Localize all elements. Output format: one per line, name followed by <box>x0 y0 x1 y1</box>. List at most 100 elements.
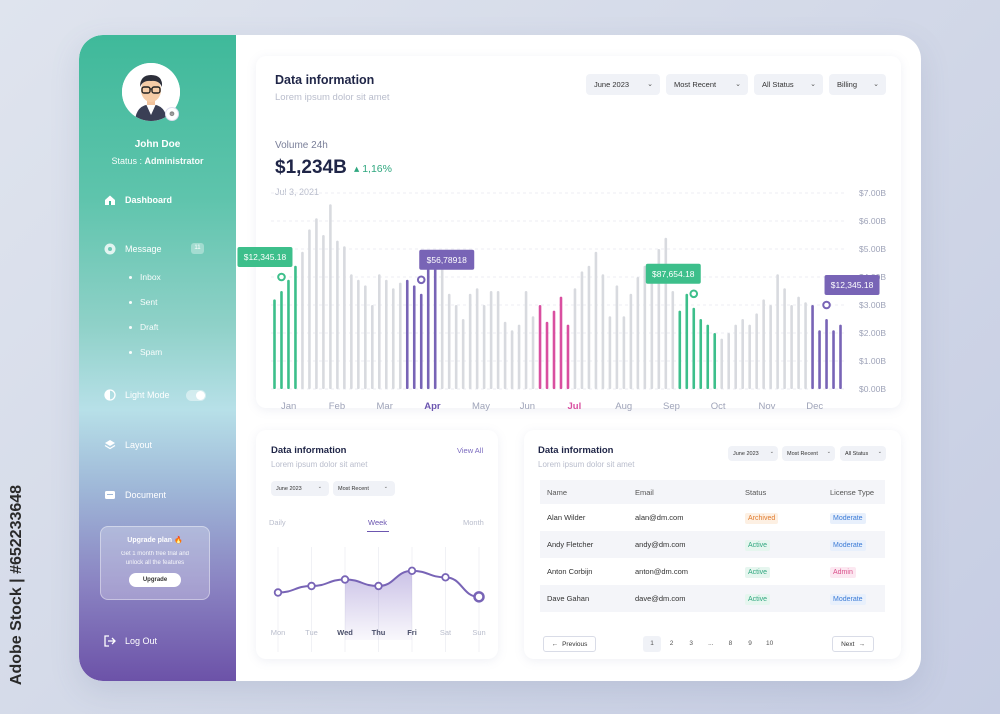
chart-bar[interactable] <box>622 316 626 389</box>
chart-bar[interactable] <box>287 279 290 389</box>
column-header-email[interactable]: Email <box>628 480 738 504</box>
chart-bar[interactable] <box>538 305 542 389</box>
month-filter-dropdown[interactable]: June 2023 ⌄ <box>271 481 329 496</box>
chart-bar[interactable] <box>839 324 842 389</box>
chart-bar[interactable] <box>755 313 758 389</box>
chart-bar[interactable] <box>608 316 612 389</box>
chart-bar[interactable] <box>573 288 577 389</box>
chart-bar[interactable] <box>685 293 689 389</box>
column-header-name[interactable]: Name <box>540 480 628 504</box>
chart-bar[interactable] <box>818 330 821 389</box>
chart-bar[interactable] <box>405 279 409 389</box>
chart-bar[interactable] <box>629 293 633 389</box>
chart-bar[interactable] <box>336 240 339 389</box>
chart-bar[interactable] <box>587 265 591 389</box>
sort-filter-dropdown[interactable]: Most Recent ⌄ <box>333 481 395 496</box>
chart-bar[interactable] <box>615 285 619 389</box>
tab-daily[interactable]: Daily <box>269 518 286 527</box>
chart-bar[interactable] <box>720 338 724 389</box>
chart-bar[interactable] <box>545 321 549 389</box>
chart-bar[interactable] <box>664 237 668 389</box>
sidebar-subitem-sent[interactable]: Sent <box>129 297 158 307</box>
chart-bar[interactable] <box>510 330 514 389</box>
sort-filter-dropdown[interactable]: Most Recent ⌄ <box>666 74 748 95</box>
chart-bar[interactable] <box>650 277 654 389</box>
chart-bar[interactable] <box>594 251 598 389</box>
table-row[interactable]: Andy Fletcher andy@dm.com Active Moderate <box>540 531 885 558</box>
column-header-license[interactable]: License Type <box>823 480 885 504</box>
chart-bar[interactable] <box>517 324 521 389</box>
chart-bar[interactable] <box>524 291 528 389</box>
chart-bar[interactable] <box>412 285 416 389</box>
chart-bar[interactable] <box>447 293 451 389</box>
chart-bar[interactable] <box>294 265 297 389</box>
chart-bar[interactable] <box>706 324 710 389</box>
table-row[interactable]: Anton Corbijn anton@dm.com Active Admin <box>540 558 885 585</box>
chart-bar[interactable] <box>790 305 793 389</box>
chart-bar[interactable] <box>769 305 772 389</box>
light-mode-toggle[interactable] <box>186 390 206 401</box>
status-filter-dropdown[interactable]: All Status ⌄ <box>754 74 823 95</box>
page-number-button[interactable]: 2 <box>669 640 674 647</box>
chart-bar[interactable] <box>398 282 402 389</box>
chart-bar[interactable] <box>315 218 318 389</box>
line-point[interactable] <box>441 573 450 582</box>
chart-bar[interactable] <box>671 291 675 389</box>
chart-bar[interactable] <box>531 316 535 389</box>
chart-bar[interactable] <box>343 246 346 389</box>
chart-bar[interactable] <box>713 333 717 389</box>
avatar[interactable] <box>122 63 180 121</box>
chart-bar[interactable] <box>825 319 828 389</box>
chart-bar[interactable] <box>475 288 479 389</box>
line-point[interactable] <box>340 575 350 584</box>
chart-bar[interactable] <box>461 319 465 389</box>
line-point[interactable] <box>407 566 417 576</box>
chart-bar[interactable] <box>636 277 640 389</box>
chart-bar[interactable] <box>301 251 304 389</box>
user-settings-icon[interactable]: ☻ <box>165 107 179 121</box>
chart-bar[interactable] <box>496 291 500 389</box>
previous-page-button[interactable]: ← Previous <box>543 636 596 652</box>
chart-bar[interactable] <box>776 274 779 389</box>
chart-bar[interactable] <box>699 319 703 389</box>
page-number-button[interactable]: 3 <box>689 640 693 647</box>
chart-bar[interactable] <box>280 291 283 389</box>
chart-bar[interactable] <box>566 324 570 389</box>
chart-bar[interactable] <box>433 257 437 389</box>
column-header-status[interactable]: Status <box>738 480 823 504</box>
chart-bar[interactable] <box>832 330 835 389</box>
page-number-button[interactable]: 9 <box>748 640 752 647</box>
chart-bar[interactable] <box>748 324 751 389</box>
chart-bar[interactable] <box>734 324 737 389</box>
chart-bar[interactable] <box>454 305 458 389</box>
page-number-button[interactable]: 10 <box>765 640 774 647</box>
chart-bar[interactable] <box>678 310 682 389</box>
chart-bar[interactable] <box>811 305 814 389</box>
chart-bar[interactable] <box>692 307 696 389</box>
chart-bar[interactable] <box>552 310 556 389</box>
chart-bar[interactable] <box>657 249 661 389</box>
tab-week[interactable]: Week <box>368 518 388 527</box>
line-point[interactable] <box>273 588 283 597</box>
chart-bar[interactable] <box>482 305 486 389</box>
logout-button[interactable]: Log Out <box>103 634 157 647</box>
chart-bar[interactable] <box>643 265 647 389</box>
line-point[interactable] <box>307 581 316 591</box>
status-filter-dropdown[interactable]: All Status ⌄ <box>840 446 886 461</box>
sidebar-item-document[interactable]: Document <box>103 488 166 501</box>
sidebar-subitem-spam[interactable]: Spam <box>129 347 162 357</box>
chart-bar[interactable] <box>357 279 360 389</box>
line-point[interactable] <box>374 581 383 591</box>
chart-bar[interactable] <box>601 274 605 389</box>
sidebar-subitem-draft[interactable]: Draft <box>129 322 158 332</box>
line-point[interactable] <box>473 591 485 603</box>
chart-bar[interactable] <box>489 291 493 389</box>
chart-bar[interactable] <box>308 229 311 389</box>
chart-bar[interactable] <box>580 271 584 389</box>
chart-bar[interactable] <box>440 265 444 389</box>
month-filter-dropdown[interactable]: June 2023 ⌄ <box>586 74 660 95</box>
chart-bar[interactable] <box>503 321 507 389</box>
month-filter-dropdown[interactable]: June 2023 ⌄ <box>728 446 778 461</box>
chart-bar[interactable] <box>350 274 353 389</box>
sidebar-subitem-inbox[interactable]: Inbox <box>129 272 161 282</box>
